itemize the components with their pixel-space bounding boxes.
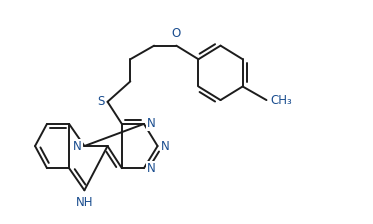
Text: S: S [97,95,105,108]
Text: NH: NH [76,196,93,209]
Text: N: N [73,140,82,153]
Text: O: O [172,26,181,39]
Text: N: N [147,162,156,175]
Text: N: N [147,117,156,130]
Text: N: N [161,140,170,153]
Text: CH₃: CH₃ [270,94,292,107]
